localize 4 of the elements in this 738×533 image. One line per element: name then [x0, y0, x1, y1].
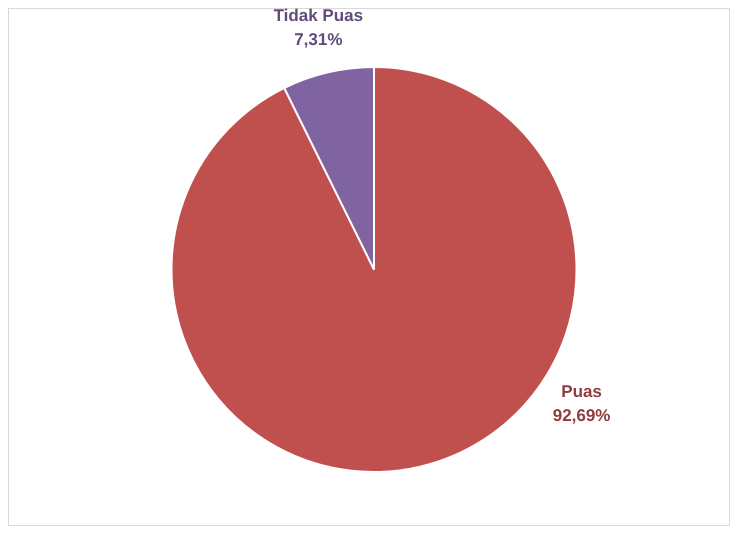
slice-label: Tidak Puas: [274, 6, 364, 26]
slice-label: Puas: [561, 382, 602, 401]
data-label: 92,69%: [552, 406, 610, 425]
data-label: 7,31%: [294, 30, 342, 50]
